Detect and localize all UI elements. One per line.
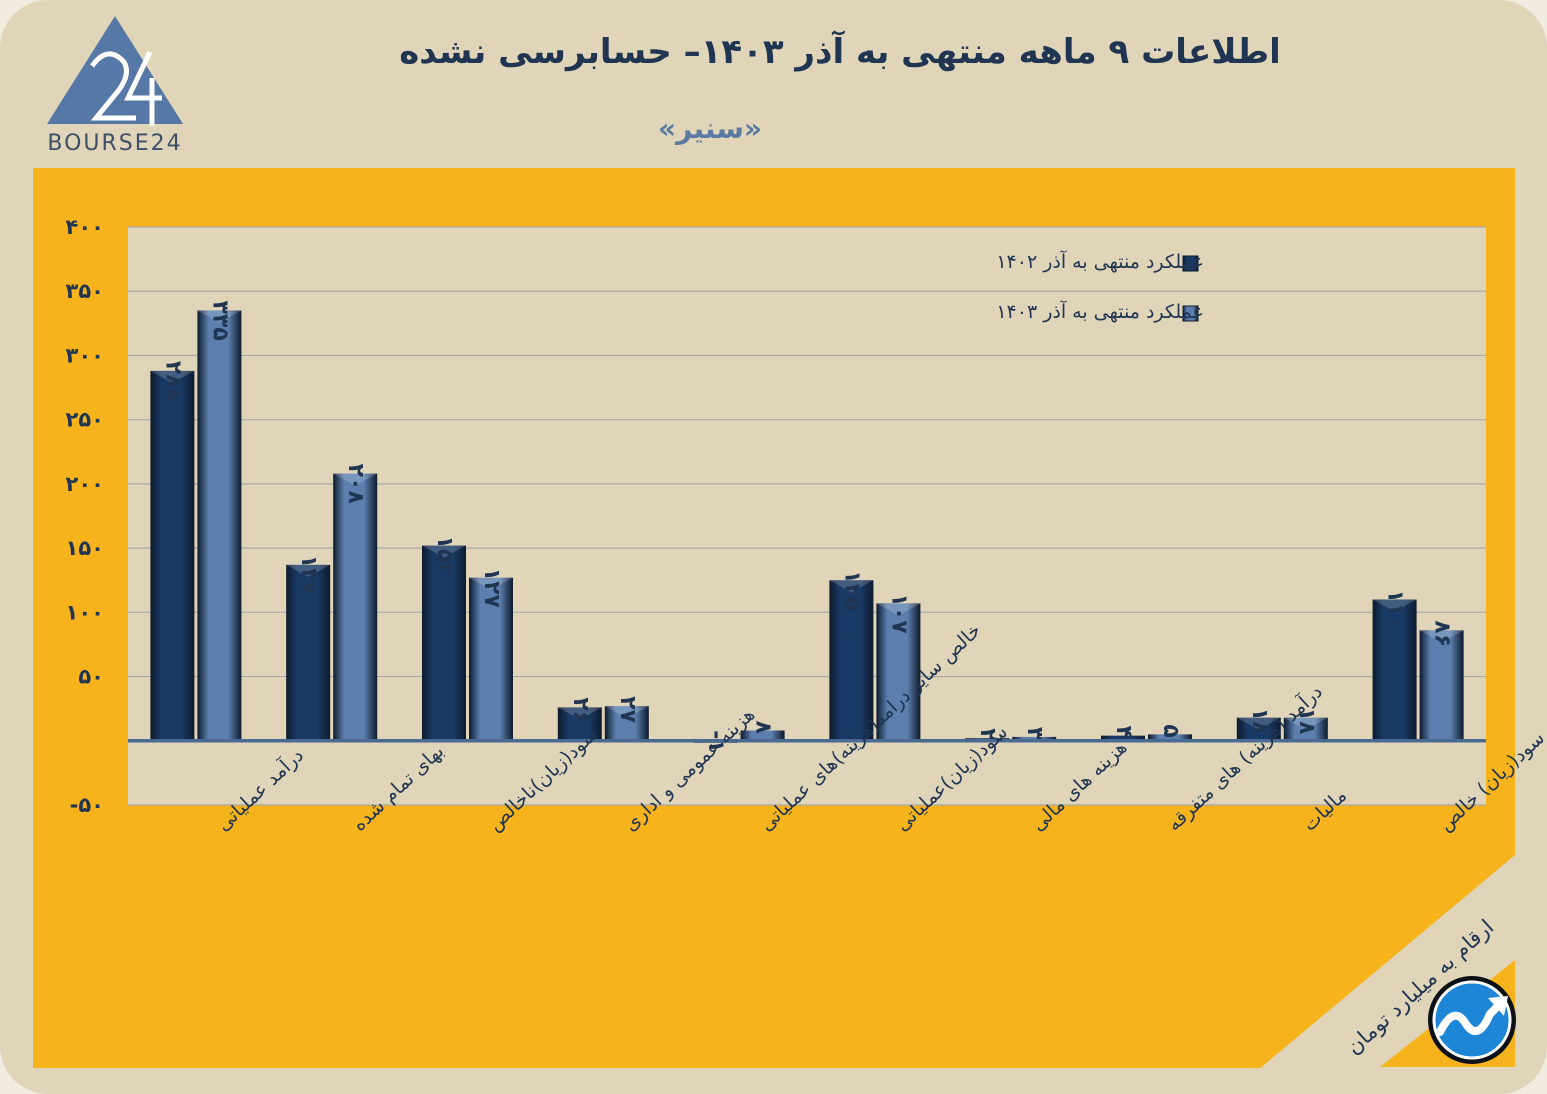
data-label: ۱۲۵ (839, 570, 864, 610)
data-label: ۱۳۷ (296, 555, 321, 596)
x-tick-label: درآمد عملیاتی (211, 743, 308, 836)
data-label: ۱۰۷ (886, 593, 911, 634)
bar (422, 545, 466, 741)
y-tick-label: ۵۰ (78, 665, 104, 689)
bar (1236, 717, 1281, 741)
bar (1012, 736, 1057, 741)
bar-bevel (1372, 599, 1417, 612)
data-label: ۲۶ (568, 697, 593, 724)
legend-label: عملکرد منتهی به آذر ۱۴۰۳ (996, 299, 1204, 323)
bar (557, 707, 602, 741)
bar (740, 730, 785, 741)
bar (469, 577, 513, 741)
data-label: ۸۶ (1430, 620, 1455, 647)
bar (1419, 630, 1464, 741)
legend-swatch (1182, 305, 1199, 322)
bourse24-logo-icon (47, 16, 183, 126)
bar-bevel (604, 706, 649, 719)
bar (197, 310, 242, 741)
data-label: ۲ (975, 728, 1000, 742)
data-label: ۱۸ (1294, 708, 1319, 735)
legend-label: عملکرد منتهی به آذر ۱۴۰۲ (996, 249, 1204, 273)
bar-bevel (557, 707, 602, 720)
logo-text: BOURSE24 (47, 131, 183, 156)
bar-bevel (333, 473, 378, 486)
y-tick-label: ۱۰۰ (66, 600, 104, 624)
y-tick-label: ۲۵۰ (66, 408, 104, 432)
y-tick-label: ۳۵۰ (66, 279, 104, 303)
data-label: ۱۱۰ (1383, 589, 1408, 629)
data-label: ۲۰۸ (343, 464, 368, 505)
company-name: «سنیر» (658, 112, 762, 145)
y-tick-label: ۳۰۰ (66, 343, 104, 367)
data-label: ۵ (1158, 724, 1183, 737)
x-tick-label: درآمد (هزینه) های متفرقه (1162, 679, 1327, 835)
data-label: ۳۳۵ (207, 300, 232, 340)
data-label: ۱۲۷ (479, 568, 504, 609)
y-tick-label: ۱۵۰ (66, 536, 104, 560)
legend-swatch (1182, 255, 1199, 272)
chart-title: اطلاعات ۹ ماهه منتهی به آذر ۱۴۰۳– حسابرس… (399, 32, 1281, 72)
x-tick-label: بهای تمام شده (348, 740, 448, 836)
bar (1372, 599, 1417, 741)
y-tick-label: ۲۰۰ (66, 472, 104, 496)
bar-bevel (150, 370, 195, 383)
x-tick-label: مالیات (1299, 785, 1351, 836)
bar (876, 603, 921, 741)
data-label: ۸ (751, 721, 776, 735)
y-tick-label: -۵۰ (70, 793, 104, 817)
bar (604, 706, 649, 741)
bar (1283, 717, 1328, 741)
bar-bevel (469, 577, 513, 590)
bar (1101, 735, 1145, 741)
bar (286, 564, 331, 741)
bar-bevel (1236, 717, 1281, 730)
bar-bevel (1419, 630, 1464, 643)
bar (1148, 734, 1192, 741)
bar (333, 473, 378, 741)
data-label: ۴ (1111, 726, 1136, 739)
data-label: ۱۸ (1247, 708, 1272, 735)
y-tick-label: ۴۰۰ (66, 215, 104, 239)
bar (150, 370, 195, 741)
x-tick-label: سود(زیان) خالص (1435, 727, 1547, 836)
data-label: ۲۸۸ (160, 361, 185, 402)
x-tick-label: هزینه های مالی (1027, 736, 1131, 835)
bar-bevel (197, 310, 242, 323)
data-label: ۱۵۲ (432, 536, 457, 577)
bar-bevel (876, 603, 921, 616)
data-label: ۲۷ (615, 696, 640, 723)
data-label: ۳ (1022, 727, 1047, 741)
trend-arrow-icon (1428, 976, 1516, 1064)
bar-bevel (422, 545, 466, 558)
bar (829, 580, 874, 741)
bar-bevel (1283, 717, 1328, 730)
bar-bevel (829, 580, 874, 593)
bar-bevel (286, 564, 331, 577)
